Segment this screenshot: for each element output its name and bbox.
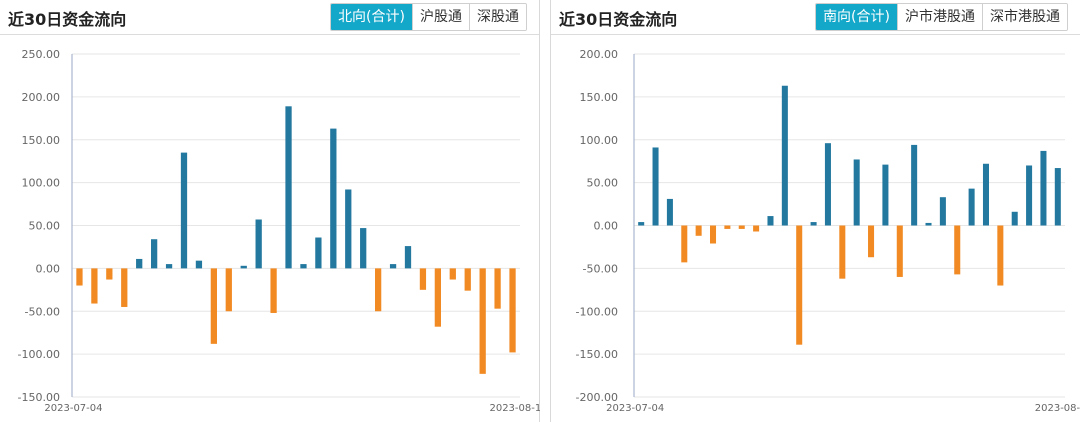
x-start-date-label: 2023-07-04 [44, 403, 102, 414]
bar [121, 268, 128, 307]
bar [710, 225, 717, 244]
bar [180, 152, 188, 269]
bar [982, 163, 989, 226]
north-flow-panel: 近30日资金流向 北向(合计) 沪股通 深股通 250.00 200.00 150.… [0, 0, 540, 422]
x-end-date-label: 2023-08-15 [489, 403, 540, 414]
south-tab-group: 南向(合计) 沪市港股通 深市港股通 [815, 3, 1068, 31]
bar [810, 222, 817, 226]
tab-southbound-total[interactable]: 南向(合计) [816, 4, 897, 30]
bar [464, 268, 471, 291]
bar [882, 164, 889, 226]
y-tick-label: 0.00 [36, 262, 61, 275]
y-tick-label: 50.00 [29, 220, 61, 233]
x-start-date-label: 2023-07-04 [606, 403, 664, 414]
bar [300, 264, 307, 269]
bar [106, 268, 113, 280]
bar [434, 268, 441, 327]
bar [136, 258, 143, 269]
y-tick-label: 150.00 [580, 91, 619, 104]
bar [853, 159, 860, 226]
y-tick-label: -150.00 [18, 391, 60, 404]
y-tick-label: -150.00 [576, 348, 618, 361]
bar [1026, 165, 1033, 226]
bar [404, 246, 412, 269]
panel-title: 近30日资金流向 [559, 10, 678, 29]
x-end-date-label: 2023-08-15 [1035, 403, 1080, 414]
y-tick-label: -100.00 [18, 348, 60, 361]
bar [91, 268, 98, 304]
bar [345, 189, 352, 269]
bar [997, 225, 1004, 286]
bar [240, 265, 247, 269]
y-tick-label: 150.00 [22, 134, 61, 147]
bar [1040, 150, 1047, 226]
bar [911, 144, 918, 226]
bar [225, 268, 232, 312]
bar [1054, 168, 1061, 226]
tab-shanghai-hk-connect[interactable]: 沪市港股通 [897, 4, 982, 30]
tab-northbound-total[interactable]: 北向(合计) [331, 4, 412, 30]
bar [839, 225, 846, 279]
y-tick-label: -50.00 [583, 262, 618, 275]
bar [389, 264, 397, 269]
bar [968, 188, 975, 226]
bar [753, 225, 760, 232]
bar [151, 239, 158, 269]
panel-title: 近30日资金流向 [8, 10, 127, 29]
tab-shanghai-connect[interactable]: 沪股通 [412, 4, 469, 30]
bar [479, 268, 486, 374]
bar [195, 260, 203, 269]
southbound-bar-chart: 200.00 150.00 100.00 50.00 0.00 -50.00 -100.00… [576, 48, 1080, 414]
northbound-bar-chart: 250.00 200.00 150.00 100.00 50.00 0.00 -50.00 -… [18, 48, 540, 414]
y-tick-label: 250.00 [22, 48, 61, 61]
bar [285, 106, 292, 269]
bar [738, 225, 745, 229]
bar [652, 147, 659, 226]
bar [939, 197, 946, 226]
bar [360, 228, 367, 269]
bar [419, 268, 427, 290]
y-tick-label: 0.00 [594, 220, 619, 233]
y-tick-label: 200.00 [22, 91, 61, 104]
bar [724, 225, 731, 229]
bar [165, 264, 173, 269]
y-tick-label: 100.00 [22, 177, 61, 190]
bar [824, 143, 831, 226]
y-tick-label: -100.00 [576, 305, 618, 318]
south-flow-panel: 近30日资金流向 南向(合计) 沪市港股通 深市港股通 200.00 150.00… [550, 0, 1080, 422]
bar [681, 225, 688, 263]
y-tick-label: -200.00 [576, 391, 618, 404]
north-tab-group: 北向(合计) 沪股通 深股通 [330, 3, 527, 31]
bar [1011, 211, 1018, 226]
bar [781, 85, 788, 226]
bar [375, 268, 382, 312]
y-tick-label: 200.00 [580, 48, 619, 61]
tab-shenzhen-hk-connect[interactable]: 深市港股通 [982, 4, 1067, 30]
bar [796, 225, 803, 345]
bar [509, 268, 516, 353]
bar [449, 268, 456, 280]
bar [330, 128, 337, 269]
north-panel-header: 近30日资金流向 北向(合计) 沪股通 深股通 [0, 0, 539, 35]
y-tick-label: -50.00 [25, 305, 60, 318]
bar [270, 268, 277, 313]
bar [695, 225, 702, 236]
bar [925, 222, 932, 226]
bar [210, 268, 217, 344]
tab-shenzhen-connect[interactable]: 深股通 [469, 4, 526, 30]
bar [896, 225, 903, 277]
bar [767, 216, 774, 226]
y-tick-label: 100.00 [580, 134, 619, 147]
bar [666, 198, 673, 226]
bar [638, 222, 645, 226]
bar [255, 219, 262, 269]
bar [954, 225, 961, 275]
bar [868, 225, 875, 258]
bar [315, 237, 322, 269]
south-panel-header: 近30日资金流向 南向(合计) 沪市港股通 深市港股通 [551, 0, 1080, 35]
y-tick-label: 50.00 [587, 177, 619, 190]
bar [76, 268, 83, 286]
bar [494, 268, 501, 309]
